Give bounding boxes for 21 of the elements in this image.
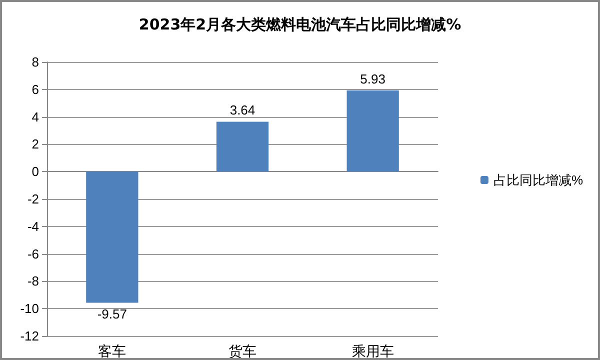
y-tick-label: 6 xyxy=(32,82,39,97)
y-tick-label: -4 xyxy=(27,218,39,234)
data-label: 5.93 xyxy=(360,71,386,86)
x-tick-label: 乘用车 xyxy=(352,343,394,359)
data-label: -9.57 xyxy=(97,306,127,322)
x-tick-label: 客车 xyxy=(98,343,126,359)
y-tick-label: -2 xyxy=(27,192,39,206)
y-tick-label: -12 xyxy=(20,328,39,344)
y-tick-label: 8 xyxy=(32,54,39,70)
y-tick-label: 0 xyxy=(32,164,39,180)
legend-label: 占比同比增减% xyxy=(493,172,584,188)
y-tick-label: 2 xyxy=(32,136,39,152)
y-tick-label: -8 xyxy=(27,274,39,289)
chart-title: 2023年2月各大类燃料电池汽车占比同比增减% xyxy=(138,16,462,34)
bar xyxy=(86,172,138,303)
bar xyxy=(216,122,269,172)
bar xyxy=(346,90,399,172)
y-tick-label: -6 xyxy=(27,246,39,262)
y-tick-label: -10 xyxy=(20,301,39,316)
y-tick-label: 4 xyxy=(32,109,39,124)
data-label: 3.64 xyxy=(230,102,256,118)
